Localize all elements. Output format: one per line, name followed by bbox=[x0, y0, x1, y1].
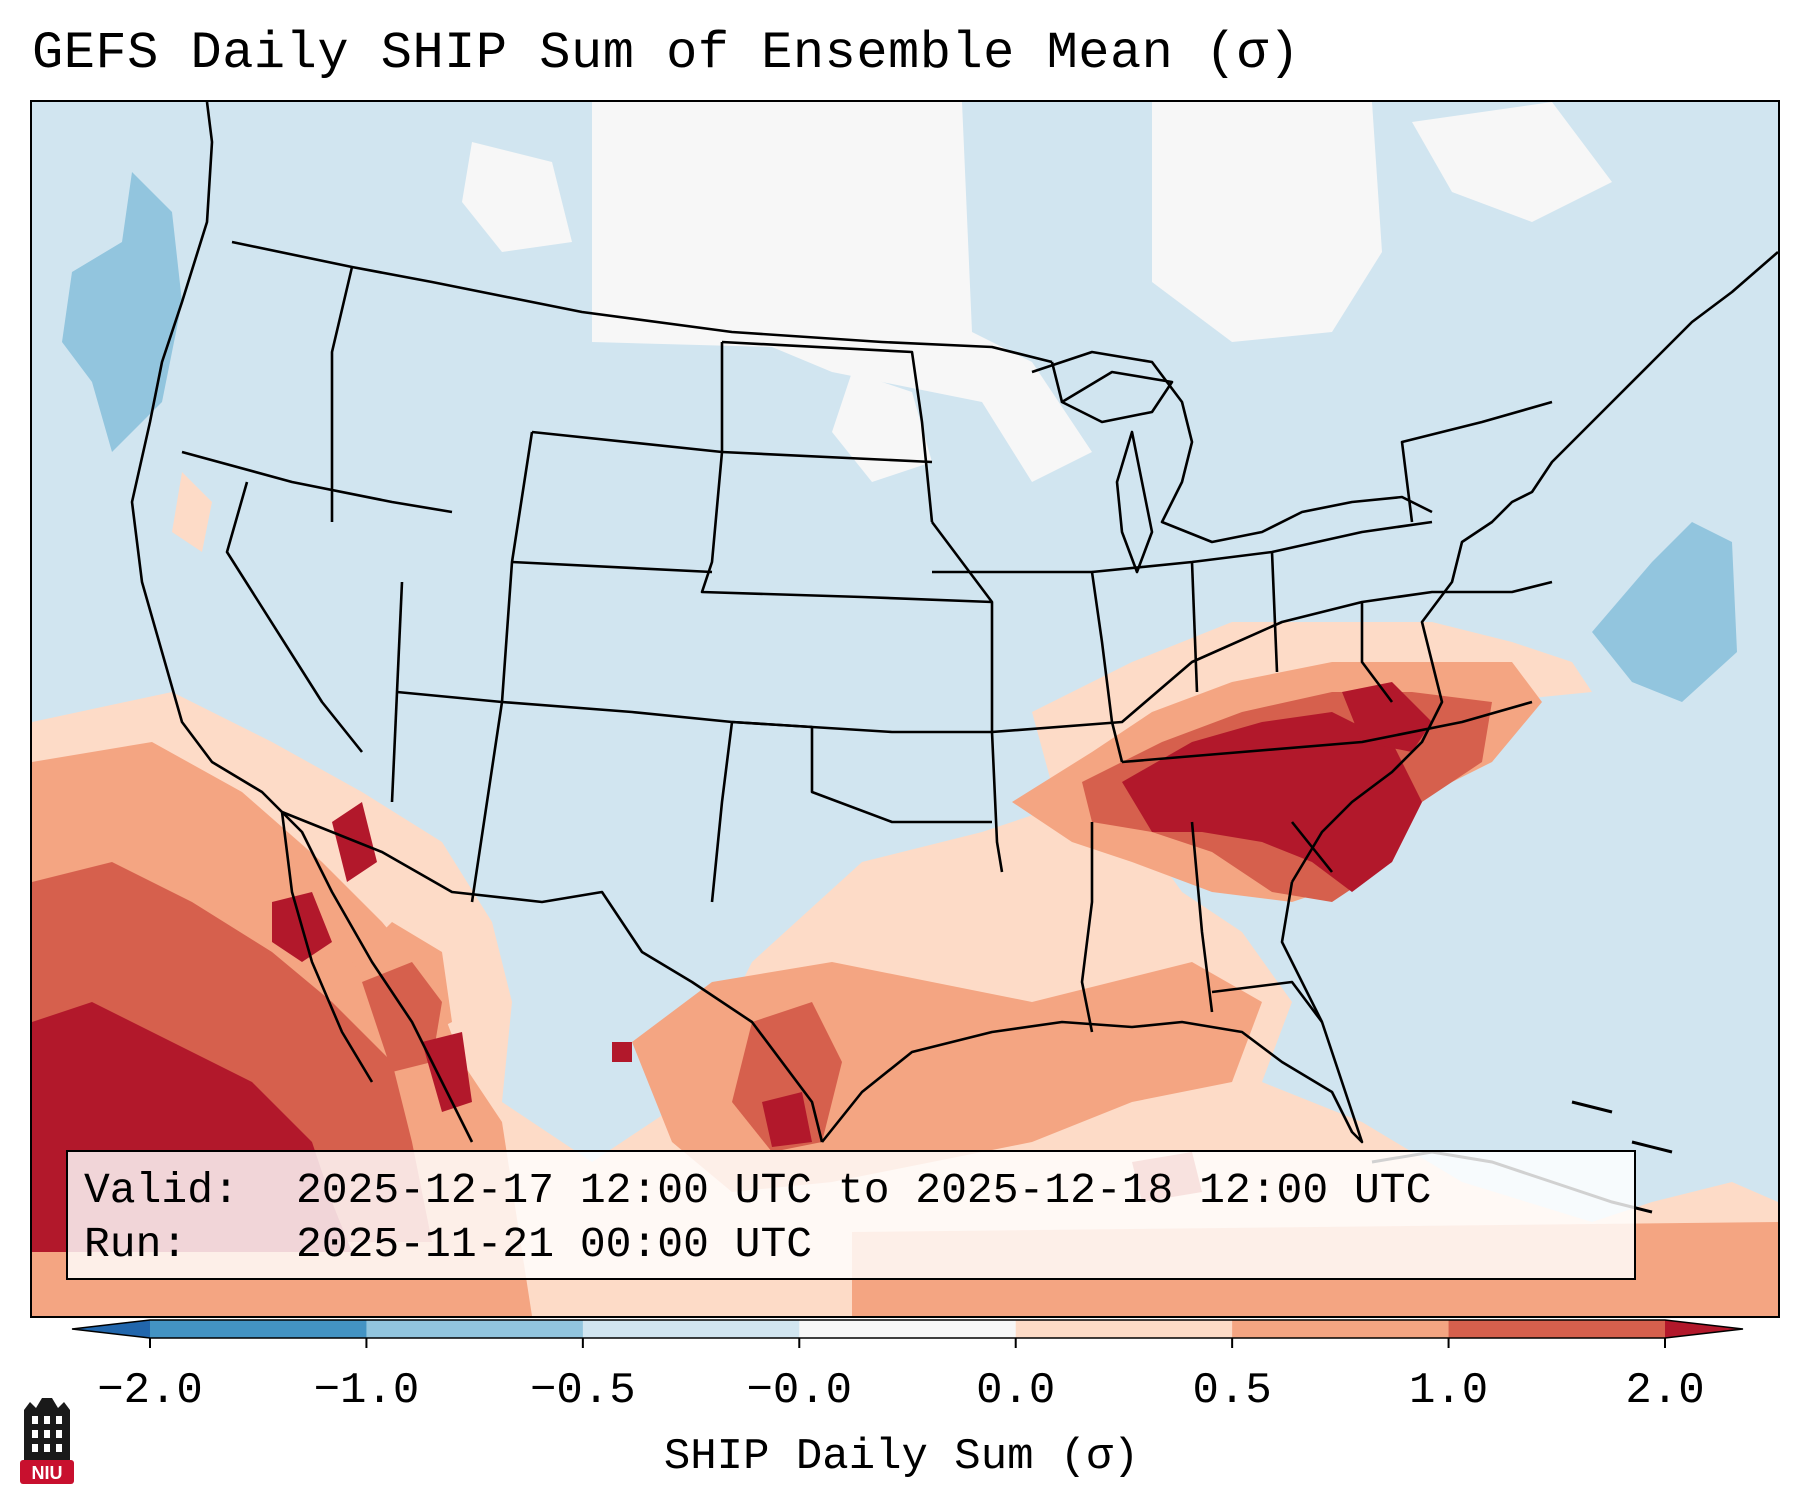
state-line-22 bbox=[1190, 821, 1214, 1013]
colorbar-tick-label: 1.0 bbox=[1409, 1366, 1488, 1416]
lake-michigan bbox=[1115, 430, 1154, 574]
run-label: Run: bbox=[84, 1220, 188, 1269]
colorbar-ticks: −2.0 −1.0 −0.5 −0.0 0.0 0.5 1.0 2.0 bbox=[97, 1338, 1705, 1416]
colorbar-tick-label: 0.5 bbox=[1193, 1366, 1272, 1416]
state-line-25 bbox=[1360, 602, 1394, 703]
us-mexico-border bbox=[281, 810, 824, 1143]
run-line: Run: 2025-11-21 00:00 UTC bbox=[84, 1218, 1634, 1272]
state-line-26 bbox=[1400, 400, 1553, 523]
coastline-west bbox=[130, 102, 474, 1143]
near-zero-region bbox=[462, 102, 1612, 482]
colorbar-bin-extend-low bbox=[72, 1320, 150, 1338]
state-line-1 bbox=[330, 266, 354, 522]
state-line-11 bbox=[721, 450, 933, 464]
state-line-19 bbox=[1190, 561, 1199, 693]
state-line-16 bbox=[991, 580, 1553, 734]
state-line-5 bbox=[396, 690, 992, 734]
state-line-2 bbox=[181, 450, 453, 514]
state-line-20 bbox=[1270, 551, 1279, 673]
colorbar-tick-label: −2.0 bbox=[97, 1366, 203, 1416]
valid-line: Valid: 2025-12-17 12:00 UTC to 2025-12-18… bbox=[84, 1164, 1634, 1218]
baja-peninsula bbox=[280, 811, 374, 1083]
state-line-7 bbox=[531, 430, 993, 604]
valid-value: 2025-12-17 12:00 UTC to 2025-12-18 12:00… bbox=[296, 1166, 1432, 1215]
colorbar-label: SHIP Daily Sum (σ) bbox=[663, 1432, 1140, 1482]
colorbar-bin bbox=[150, 1320, 367, 1338]
state-line-3 bbox=[225, 481, 364, 753]
valid-label: Valid: bbox=[84, 1166, 239, 1215]
state-line-21 bbox=[1080, 822, 1094, 1033]
state-line-17 bbox=[1121, 700, 1533, 764]
state-line-24 bbox=[1211, 980, 1324, 1023]
page-title: GEFS Daily SHIP Sum of Ensemble Mean (σ) bbox=[32, 24, 1301, 83]
colorbar-bin bbox=[799, 1320, 1017, 1338]
colorbar-tick-label: 0.0 bbox=[976, 1366, 1055, 1416]
logo-badge bbox=[20, 1460, 74, 1484]
colorbar: −2.0 −1.0 −0.5 −0.0 0.0 0.5 1.0 2.0 bbox=[71, 1319, 1744, 1416]
map-frame bbox=[30, 100, 1780, 1318]
colorbar-bin bbox=[1448, 1320, 1666, 1338]
colorbar-tick-label: 2.0 bbox=[1625, 1366, 1704, 1416]
colorbar-bin-extend-high bbox=[1665, 1320, 1743, 1338]
state-line-18 bbox=[1091, 520, 1433, 574]
state-line-10 bbox=[721, 340, 934, 523]
colorbar-bins bbox=[71, 1319, 1744, 1339]
state-line-13 bbox=[710, 721, 734, 903]
state-line-14 bbox=[731, 720, 992, 824]
colorbar-bin bbox=[582, 1320, 800, 1338]
state-line-27 bbox=[1050, 361, 1064, 403]
state-line-6 bbox=[470, 431, 534, 903]
colorbar-tick-label: −1.0 bbox=[314, 1366, 420, 1416]
state-line-15 bbox=[932, 570, 1124, 763]
info-box: Valid: 2025-12-17 12:00 UTC to 2025-12-18… bbox=[66, 1150, 1636, 1280]
run-value: 2025-11-21 00:00 UTC bbox=[296, 1220, 813, 1269]
colorbar-bin bbox=[1015, 1320, 1233, 1338]
state-line-12 bbox=[930, 521, 1004, 873]
colorbar-tick-label: −0.0 bbox=[746, 1366, 852, 1416]
gulf-coast bbox=[820, 881, 1364, 1144]
colorbar-bin bbox=[1232, 1320, 1450, 1338]
logo-text: NIU bbox=[32, 1463, 63, 1483]
colorbar-tick-label: −0.5 bbox=[530, 1366, 636, 1416]
lake-superior bbox=[1060, 370, 1174, 424]
boundaries bbox=[130, 102, 1778, 1144]
map-svg bbox=[32, 102, 1778, 1316]
great-lakes-outline bbox=[1031, 350, 1433, 544]
canada-us-border bbox=[231, 240, 1053, 364]
niu-logo: NIU bbox=[20, 1398, 74, 1484]
state-line-8 bbox=[511, 560, 713, 574]
colorbar-bin bbox=[366, 1320, 584, 1338]
state-line-23 bbox=[1290, 821, 1334, 873]
east-coast bbox=[1290, 251, 1778, 883]
